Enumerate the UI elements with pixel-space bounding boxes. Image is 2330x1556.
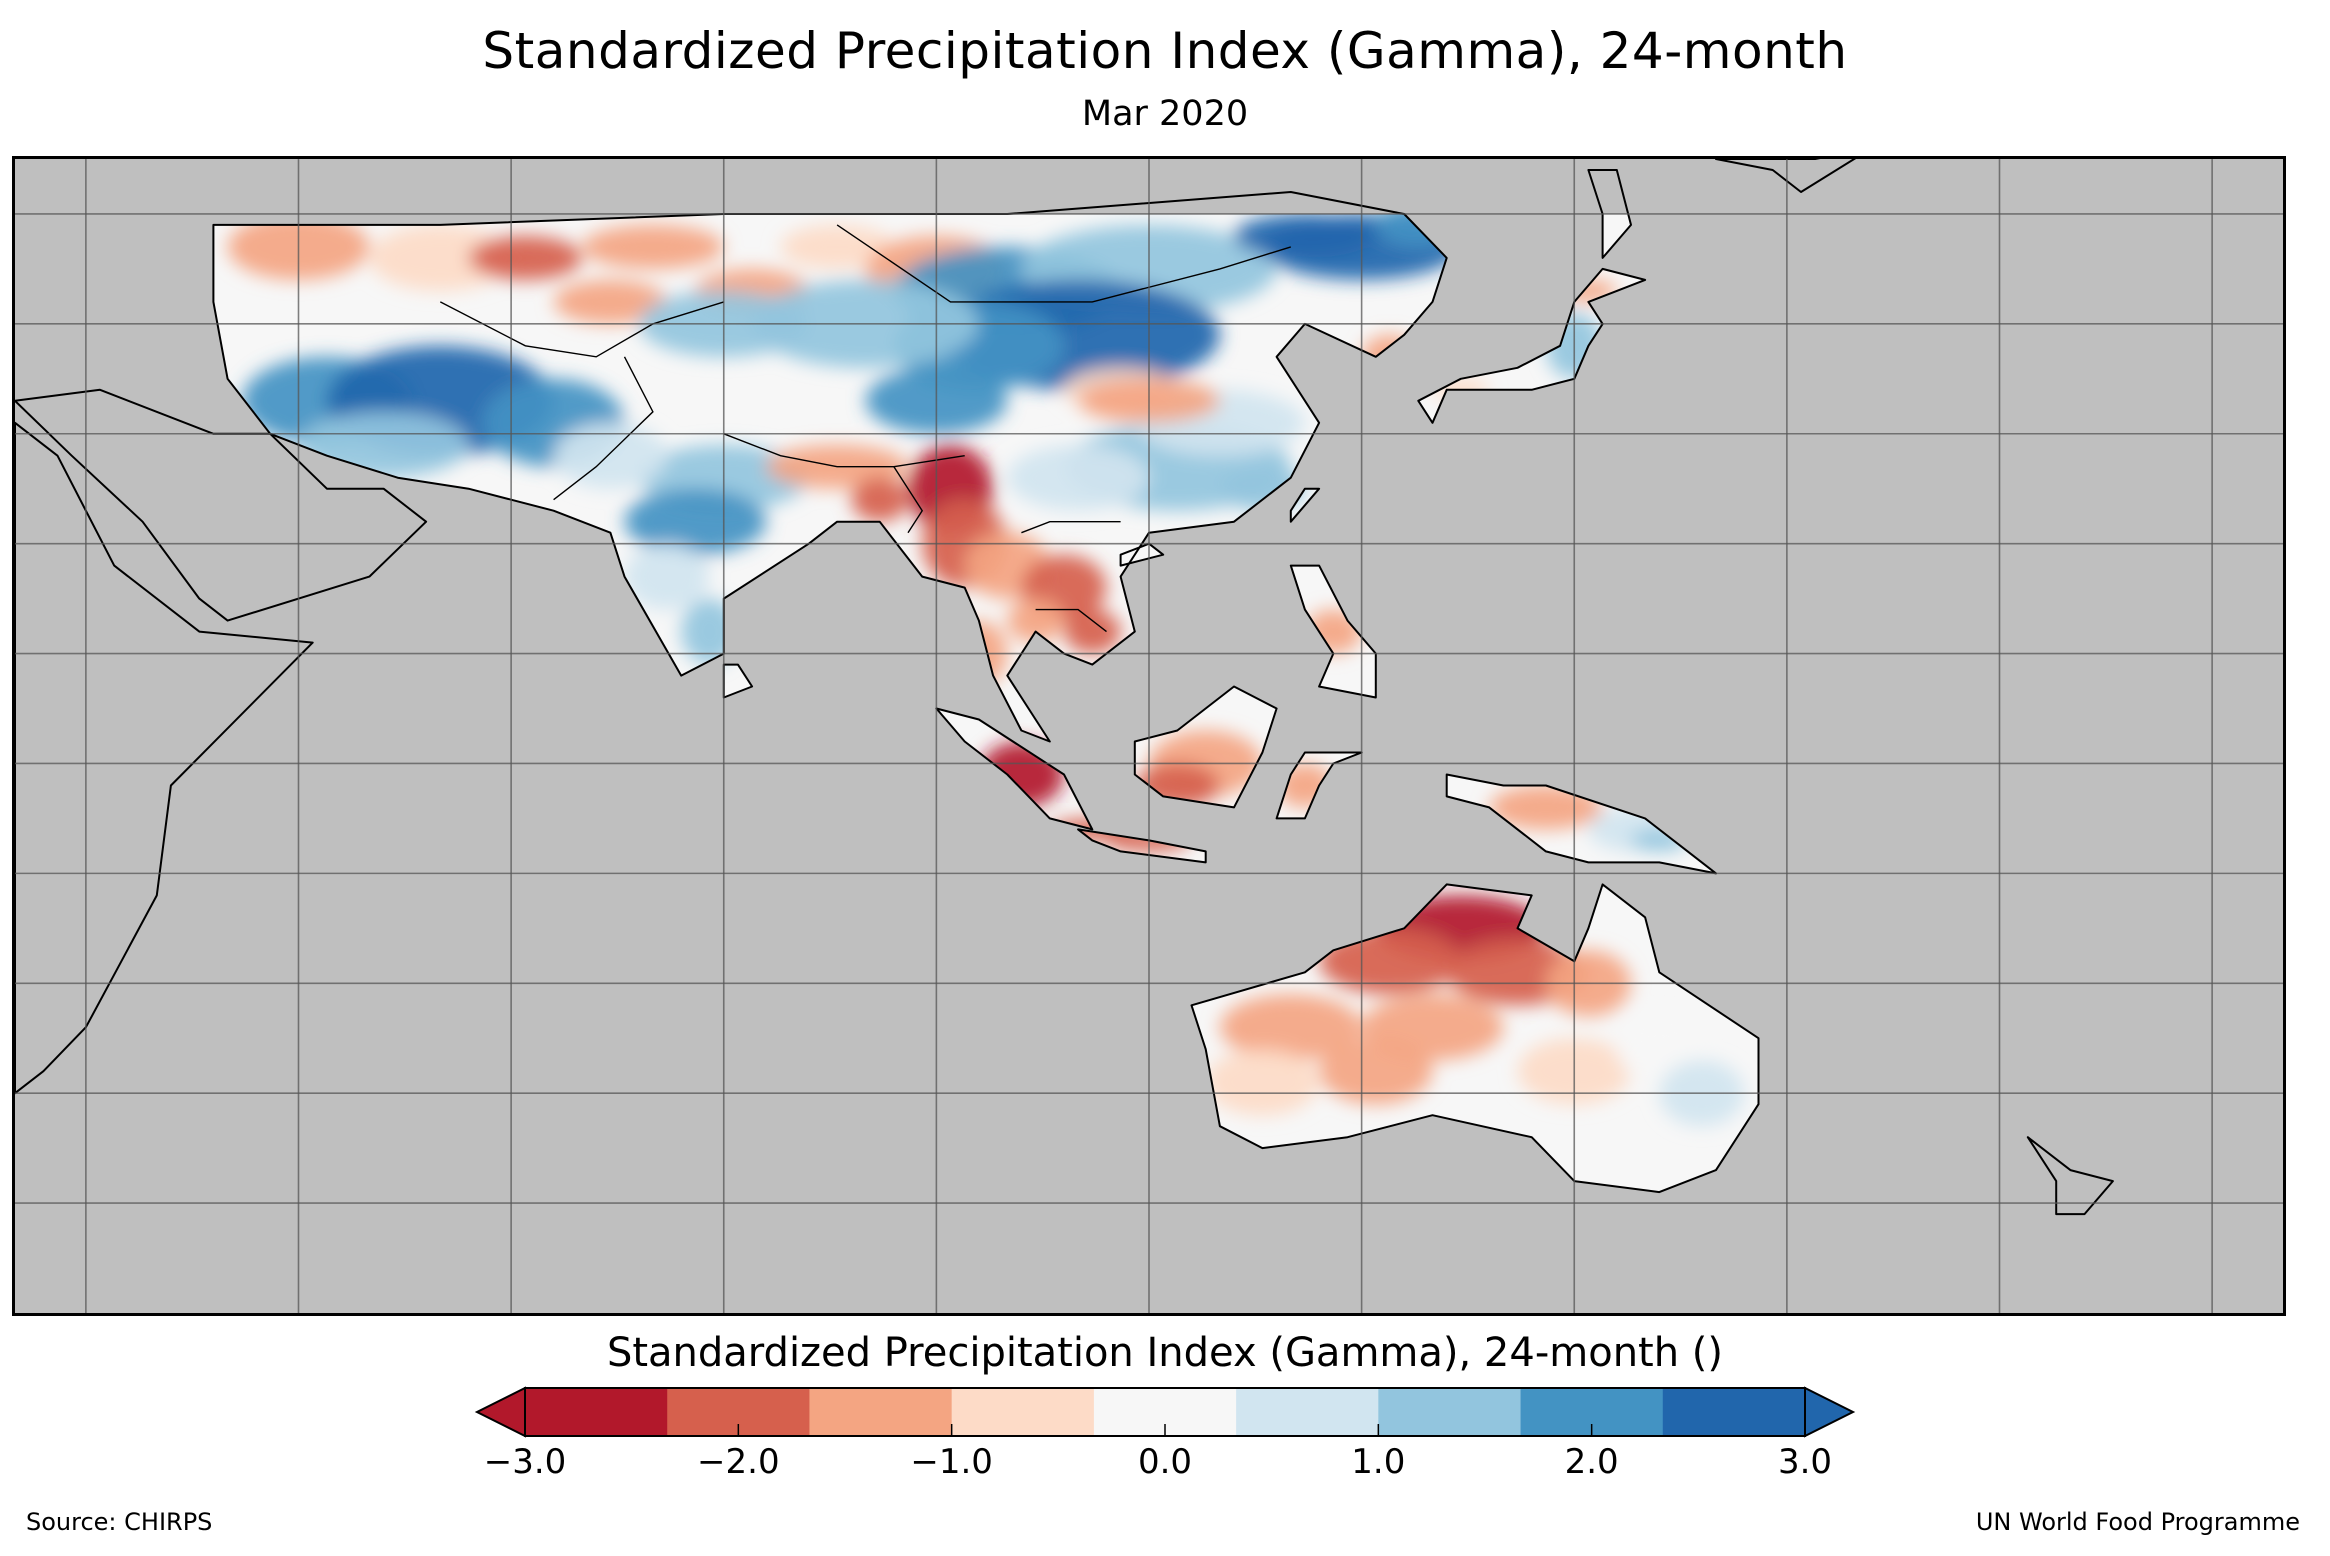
colorbar-swatch	[1378, 1388, 1522, 1436]
colorbar-extend-low	[474, 1386, 526, 1438]
graticule	[15, 159, 2283, 1313]
colorbar-swatch	[1236, 1388, 1379, 1436]
colorbar-extend-high	[1804, 1386, 1856, 1438]
agency-credit: UN World Food Programme	[1975, 1508, 2300, 1536]
colorbar-tick-label: 0.0	[1137, 1442, 1193, 1482]
colorbar-swatch	[1662, 1388, 1806, 1436]
colorbar-swatch	[951, 1388, 1095, 1436]
colorbar-swatch	[809, 1388, 953, 1436]
colorbar-tick-label: −3.0	[483, 1442, 567, 1482]
map-panel	[12, 156, 2286, 1316]
colorbar-swatches	[474, 1386, 1856, 1438]
map-subtitle: Mar 2020	[1081, 94, 1249, 134]
colorbar-tick-label: 1.0	[1351, 1442, 1406, 1482]
colorbar	[455, 1384, 1875, 1484]
colorbar-title: Standardized Precipitation Index (Gamma)…	[606, 1330, 1724, 1376]
colorbar-tick-label: −1.0	[910, 1442, 993, 1482]
coastlines	[15, 159, 2114, 1216]
colorbar-tick-label: −2.0	[697, 1442, 780, 1482]
colorbar-tick-label: 3.0	[1777, 1442, 1833, 1482]
colorbar-swatch	[525, 1388, 668, 1436]
map-title: Standardized Precipitation Index (Gamma)…	[482, 22, 1848, 80]
colorbar-tick-label: 2.0	[1564, 1442, 1619, 1482]
map-canvas	[15, 159, 2283, 1313]
source-credit: Source: CHIRPS	[26, 1508, 213, 1536]
